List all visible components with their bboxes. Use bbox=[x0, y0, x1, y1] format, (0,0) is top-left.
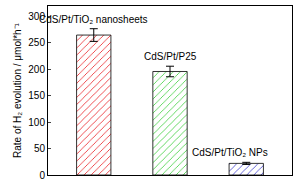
svg-text:Rate of H₂ evolution / μmol*h⁻: Rate of H₂ evolution / μmol*h⁻¹ bbox=[12, 22, 23, 158]
svg-text:300: 300 bbox=[28, 11, 45, 22]
svg-text:150: 150 bbox=[28, 90, 45, 101]
svg-text:250: 250 bbox=[28, 37, 45, 48]
svg-text:100: 100 bbox=[28, 117, 45, 128]
svg-text:200: 200 bbox=[28, 64, 45, 75]
svg-text:50: 50 bbox=[34, 143, 46, 154]
svg-text:CdS/Pt/TiO₂ nanosheets: CdS/Pt/TiO₂ nanosheets bbox=[39, 14, 148, 25]
svg-text:0: 0 bbox=[39, 170, 45, 181]
svg-text:CdS/Pt/TiO₂ NPs: CdS/Pt/TiO₂ NPs bbox=[192, 147, 268, 158]
svg-text:CdS/Pt/P25: CdS/Pt/P25 bbox=[144, 51, 197, 62]
